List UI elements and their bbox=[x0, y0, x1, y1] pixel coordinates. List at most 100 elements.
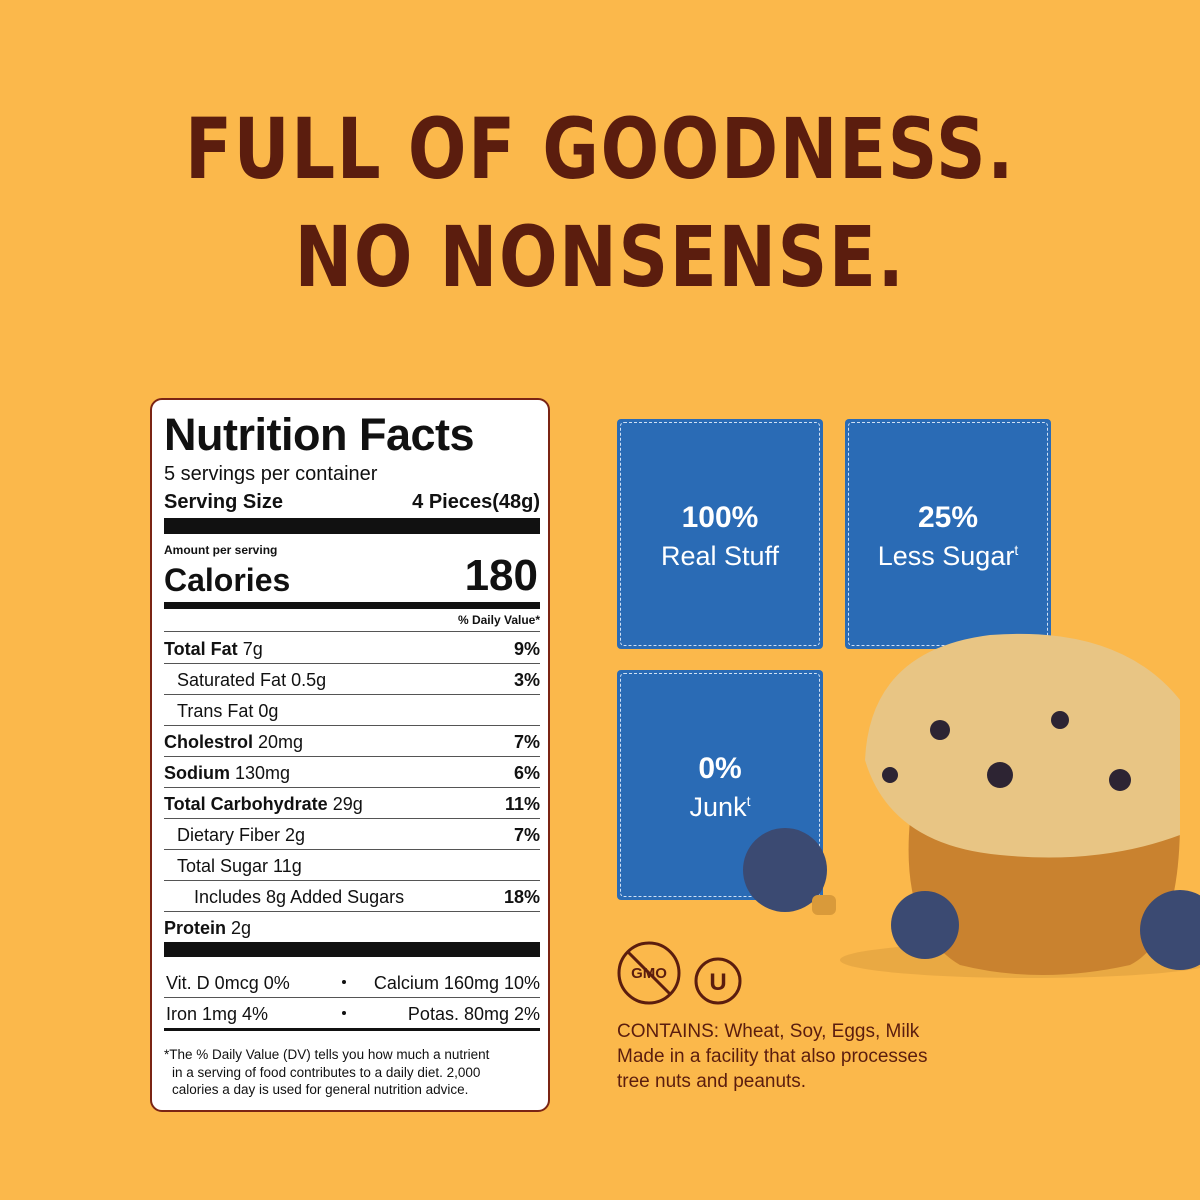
nutrient-row: Protein 2g bbox=[164, 912, 540, 942]
kosher-text: U bbox=[709, 969, 726, 996]
blueberry bbox=[1140, 890, 1200, 970]
headline: NO NONSENSE. bbox=[294, 208, 906, 306]
muffin-base bbox=[908, 820, 1180, 975]
nutrient-name: Total Carbohydrate 29g bbox=[164, 794, 363, 814]
nutrient-amount: 7g bbox=[242, 639, 263, 659]
berry-spot bbox=[987, 762, 1013, 788]
label-title: Nutrition Facts bbox=[164, 409, 475, 460]
vitamin: Calcium 160mg 10% bbox=[373, 973, 540, 993]
badge-label: Junkt bbox=[617, 792, 823, 823]
rule bbox=[164, 756, 540, 757]
rule bbox=[164, 911, 540, 912]
nutrient-row: Total Sugar 11g bbox=[164, 850, 540, 880]
bullet bbox=[342, 980, 346, 984]
divider bbox=[164, 518, 540, 534]
badge-value: 100% bbox=[681, 501, 759, 534]
nutrient-name: Dietary Fiber 2g bbox=[177, 825, 306, 845]
rule bbox=[164, 818, 540, 819]
badge-value: 0% bbox=[698, 752, 742, 785]
nutrient-dv: 9% bbox=[513, 639, 540, 659]
serving-size-label: Serving Size bbox=[164, 491, 283, 513]
rule bbox=[164, 631, 540, 632]
badge-border bbox=[620, 422, 820, 646]
nutrient-name: Sodium 130mg bbox=[164, 763, 291, 783]
nutrient-row: Saturated Fat 0.5g 3% bbox=[164, 664, 540, 694]
nutrient-name: Cholestrol 20mg bbox=[164, 732, 304, 752]
footnote: in a serving of food contributes to a da… bbox=[172, 1064, 481, 1080]
nutrient-dv: 3% bbox=[513, 670, 540, 690]
badge-label: Real Stuff bbox=[617, 541, 823, 572]
icons: GMO U bbox=[617, 941, 742, 1005]
divider bbox=[164, 942, 540, 957]
badge-text: Junk bbox=[689, 792, 747, 822]
blueberry bbox=[891, 891, 959, 959]
berry-spot bbox=[1051, 711, 1069, 729]
berry-spot bbox=[882, 767, 898, 783]
calories: 180 bbox=[464, 551, 538, 600]
nutrient-amount: 29g bbox=[332, 794, 363, 814]
nutrient-amount: 130mg bbox=[235, 763, 291, 783]
vitamin: Vit. D 0mcg 0% bbox=[166, 973, 290, 993]
badge-value: 25% bbox=[917, 501, 979, 534]
nutrient-row: Cholestrol 20mg 7% bbox=[164, 726, 540, 756]
vitamin: Iron 1mg 4% bbox=[166, 1004, 269, 1024]
rule bbox=[164, 725, 540, 726]
divider bbox=[164, 602, 540, 609]
badge-border bbox=[620, 673, 820, 897]
slash bbox=[626, 950, 672, 996]
nutrient-name: Total Fat 7g bbox=[164, 639, 263, 659]
rule bbox=[164, 787, 540, 788]
berry-spot bbox=[930, 720, 950, 740]
nutrient-amount: 20mg bbox=[258, 732, 304, 752]
allergen-text: tree nuts and peanuts. bbox=[617, 1071, 807, 1092]
crumb bbox=[812, 895, 836, 915]
gmo-text: GMO bbox=[631, 965, 667, 982]
amount-per-serving: Amount per serving bbox=[164, 543, 278, 557]
rule bbox=[164, 997, 540, 998]
servings: 5 servings per container bbox=[164, 463, 378, 485]
nutrient-dv: 7% bbox=[513, 732, 540, 752]
nutrient-name: Includes 8g Added Sugars bbox=[194, 887, 405, 907]
bullet bbox=[342, 1011, 346, 1015]
gmo-icon bbox=[617, 941, 681, 1005]
nutrient-row: Total Carbohydrate 29g 11% bbox=[164, 788, 540, 818]
headline: FULL OF GOODNESS. bbox=[184, 100, 1016, 198]
vitamin: Potas. 80mg 2% bbox=[407, 1004, 540, 1024]
blueberry bbox=[743, 828, 827, 912]
vitamin-row: Vit. D 0mcg 0% Calcium 160mg 10% bbox=[164, 967, 540, 997]
nutrient-dv: 11% bbox=[504, 794, 540, 814]
badge-text: Real Stuff bbox=[660, 541, 780, 571]
serving-size: 4 Pieces(48g) bbox=[412, 491, 540, 513]
vitamin-row: Iron 1mg 4% Potas. 80mg 2% bbox=[164, 998, 540, 1028]
nutrient-name: Saturated Fat 0.5g bbox=[177, 670, 327, 690]
nutrient-row: Sodium 130mg 6% bbox=[164, 757, 540, 787]
allergen-text: CONTAINS: Wheat, Soy, Eggs, Milk bbox=[617, 1021, 920, 1042]
muffin-illustration bbox=[743, 633, 1200, 978]
rule bbox=[164, 880, 540, 881]
nutrient-name: Protein 2g bbox=[164, 918, 252, 938]
nutrient-row: Trans Fat 0g bbox=[164, 695, 540, 725]
badge: 100% Real Stuff bbox=[617, 419, 823, 649]
footnote: calories a day is used for general nutri… bbox=[172, 1082, 469, 1097]
rule bbox=[164, 694, 540, 695]
nutrient-dv: 6% bbox=[513, 763, 540, 783]
nutrient-dv: 7% bbox=[513, 825, 540, 845]
nutrient-amount: 2g bbox=[231, 918, 252, 938]
nutrition-label: Nutrition Facts 5 servings per container… bbox=[150, 398, 550, 1112]
badge-mark: t bbox=[746, 793, 751, 809]
badge-mark: t bbox=[1014, 542, 1019, 558]
nutrient-row: Includes 8g Added Sugars 18% bbox=[164, 881, 540, 911]
nutrient-row: Total Fat 7g 9% bbox=[164, 633, 540, 663]
muffin-top bbox=[865, 633, 1180, 858]
divider bbox=[164, 1028, 540, 1031]
rule bbox=[164, 849, 540, 850]
nutrient-name: Total Sugar 11g bbox=[177, 856, 302, 876]
dv-header: % Daily Value* bbox=[457, 613, 540, 627]
nutrient-name: Trans Fat 0g bbox=[177, 701, 279, 721]
berry-spot bbox=[1109, 769, 1131, 791]
badge-text: Less Sugar bbox=[877, 541, 1015, 571]
footnote: *The % Daily Value (DV) tells you how mu… bbox=[164, 1047, 490, 1062]
nutrient-dv: 18% bbox=[503, 887, 540, 907]
rule bbox=[164, 663, 540, 664]
